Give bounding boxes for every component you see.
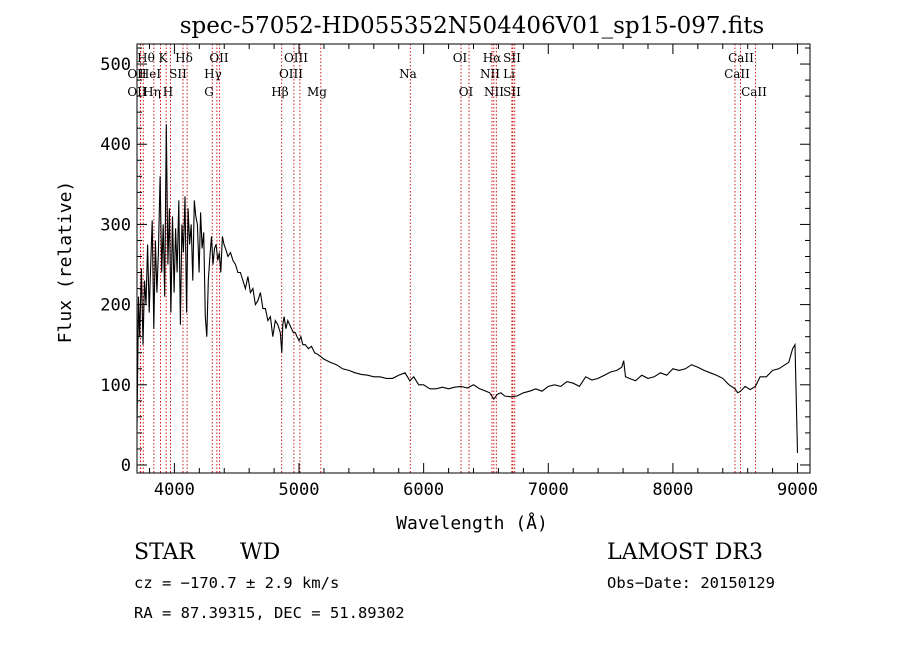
line-label-oiii: OIII	[279, 67, 303, 81]
line-label-hθ: Hθ	[137, 51, 155, 65]
object-subclass: WD	[240, 540, 281, 565]
redshift-readout: cz = −170.7 ± 2.9 km/s	[134, 574, 340, 592]
object-class: STAR	[134, 540, 195, 565]
line-label-caii: CaII	[728, 51, 754, 65]
line-label-oii: OII	[209, 51, 229, 65]
obs-date: Obs−Date: 20150129	[607, 574, 775, 592]
line-label-hβ: Hβ	[271, 85, 288, 99]
y-axis: 0 100 200 300 400 500	[100, 47, 810, 476]
line-label-caii: CaII	[741, 85, 767, 99]
coordinates: RA = 87.39315, DEC = 51.89302	[134, 604, 405, 622]
line-label-k: K	[159, 51, 169, 65]
line-label-caii: CaII	[724, 67, 750, 81]
chart-title: spec-57052-HD055352N504406V01_sp15-097.f…	[180, 13, 765, 39]
line-label-oiii: OIII	[284, 51, 308, 65]
line-label-g: G	[204, 85, 214, 99]
line-label-hη: Hη	[143, 85, 161, 99]
spectrum-series-line	[136, 124, 799, 454]
x-axis: 4000 5000 6000 7000 8000 9000	[148, 44, 818, 500]
line-label-nii: NII	[480, 67, 500, 81]
line-label-hδ: Hδ	[175, 51, 193, 65]
line-label-h: H	[163, 85, 173, 99]
line-label-sii: SII	[169, 67, 187, 81]
x-tick-label: 7000	[528, 480, 569, 500]
line-label-oi: OI	[453, 51, 468, 65]
line-label-oi: OI	[459, 85, 474, 99]
y-tick-label: 500	[100, 55, 131, 75]
line-label-na: Na	[399, 67, 417, 81]
y-tick-label: 400	[100, 135, 131, 155]
survey-name: LAMOST DR3	[607, 540, 763, 565]
line-label-mg: Mg	[307, 85, 327, 99]
line-label-hei: HeI	[139, 67, 162, 81]
line-label-hα: Hα	[483, 51, 502, 65]
y-tick-label: 300	[100, 215, 131, 235]
plot-frame	[136, 43, 811, 474]
line-label-sii: SII	[503, 51, 521, 65]
x-tick-label: 4000	[154, 480, 195, 500]
y-axis-label: Flux (relative)	[55, 181, 76, 344]
y-tick-label: 100	[100, 376, 131, 396]
x-tick-label: 5000	[279, 480, 320, 500]
line-label-li: Li	[503, 67, 515, 81]
line-label-sii: SII	[503, 85, 521, 99]
x-tick-label: 8000	[652, 480, 693, 500]
line-label-hγ: Hγ	[204, 67, 222, 81]
y-tick-label: 0	[121, 456, 131, 476]
line-label-nii: NII	[484, 85, 504, 99]
y-tick-label: 200	[100, 296, 131, 316]
x-tick-label: 6000	[403, 480, 444, 500]
x-axis-label: Wavelength (Å)	[396, 512, 548, 534]
x-tick-label: 9000	[777, 480, 818, 500]
